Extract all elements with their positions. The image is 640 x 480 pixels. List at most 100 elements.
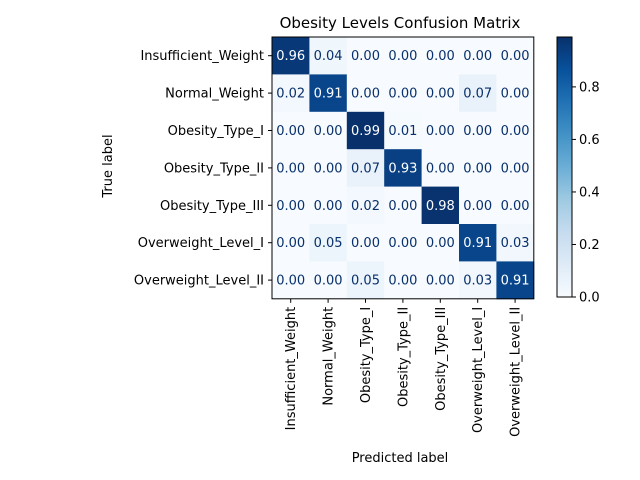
colorbar-tick-label: 0.8 <box>579 80 600 95</box>
heatmap-cell <box>309 186 348 225</box>
heatmap-cell <box>309 224 348 262</box>
cell-value-label: 0.00 <box>388 87 417 102</box>
cell-value-label: 0.00 <box>314 274 343 289</box>
cell-value-label: 0.00 <box>276 199 305 214</box>
cell-value-label: 0.00 <box>351 49 380 64</box>
heatmap-cell <box>459 74 497 113</box>
x-tick-label: Overweight_Level_II <box>509 307 524 437</box>
x-tick-label: Obesity_Type_III <box>434 307 449 411</box>
cell-value-label: 0.02 <box>276 87 305 102</box>
x-tick-label: Overweight_Level_I <box>471 307 486 433</box>
cell-value-label: 0.07 <box>463 87 492 102</box>
heatmap-cell <box>309 37 348 75</box>
heatmap-cell <box>272 149 310 187</box>
cell-value-label: 0.00 <box>463 49 492 64</box>
cell-value-label: 0.99 <box>351 124 380 139</box>
heatmap-cell <box>384 149 422 187</box>
heatmap-cell <box>496 37 535 75</box>
cell-value-label: 0.00 <box>501 161 530 176</box>
x-tick-label: Obesity_Type_II <box>396 307 411 407</box>
heatmap-cell <box>272 74 310 113</box>
heatmap-cells: 0.96 0.04 0.00 0.00 0.00 0.00 0.00 0.02 0.91 0.00… <box>271 36 535 300</box>
cell-value-label: 0.00 <box>463 199 492 214</box>
heatmap-cell <box>272 186 310 225</box>
x-axis-ticks: Insufficient_Weight Normal_Weight Obesity_… <box>284 298 524 437</box>
x-tick-label: Normal_Weight <box>322 307 337 406</box>
heatmap-cell <box>459 37 497 75</box>
cell-value-label: 0.96 <box>276 49 305 64</box>
cell-value-label: 0.00 <box>426 161 455 176</box>
cell-value-label: 0.93 <box>388 161 417 176</box>
heatmap-cell <box>384 74 422 113</box>
cell-value-label: 0.98 <box>426 199 455 214</box>
y-tick-label: Normal_Weight <box>165 87 264 102</box>
heatmap-cell <box>346 224 385 262</box>
heatmap-cell <box>421 111 460 150</box>
heatmap-cell <box>272 111 310 150</box>
heatmap-cell <box>421 37 460 75</box>
heatmap-cell <box>496 224 535 262</box>
cell-value-label: 0.00 <box>501 124 530 139</box>
cell-value-label: 0.00 <box>388 49 417 64</box>
x-tick-label: Insufficient_Weight <box>284 307 299 431</box>
y-tick-label: Insufficient_Weight <box>140 49 264 64</box>
y-tick-label: Overweight_Level_II <box>134 274 264 289</box>
y-axis-label: True label <box>101 134 116 198</box>
y-tick-label: Obesity_Type_I <box>168 124 264 139</box>
colorbar-tick-label: 0.4 <box>579 185 600 200</box>
heatmap-cell <box>272 37 310 75</box>
cell-value-label: 0.00 <box>388 236 417 251</box>
cell-value-label: 0.00 <box>276 274 305 289</box>
cell-value-label: 0.04 <box>314 49 343 64</box>
y-axis-ticks: Insufficient_Weight Normal_Weight Obesity_… <box>134 49 272 289</box>
heatmap-cell <box>496 186 535 225</box>
heatmap-cell <box>384 37 422 75</box>
heatmap-cell <box>459 261 497 300</box>
heatmap-cell <box>496 149 535 187</box>
heatmap-cell <box>421 149 460 187</box>
cell-value-label: 0.00 <box>388 274 417 289</box>
heatmap-cell <box>346 37 385 75</box>
heatmap-cell <box>346 111 385 150</box>
heatmap-cell <box>459 224 497 262</box>
cell-value-label: 0.00 <box>314 124 343 139</box>
cell-value-label: 0.01 <box>388 124 417 139</box>
cell-value-label: 0.00 <box>276 161 305 176</box>
heatmap-cell <box>309 149 348 187</box>
heatmap-cell <box>346 186 385 225</box>
cell-value-label: 0.00 <box>276 236 305 251</box>
heatmap-cell <box>496 74 535 113</box>
cell-value-label: 0.03 <box>463 274 492 289</box>
heatmap-cell <box>459 186 497 225</box>
cell-value-label: 0.00 <box>426 236 455 251</box>
y-tick-label: Overweight_Level_I <box>138 236 264 251</box>
cell-value-label: 0.91 <box>501 274 530 289</box>
cell-value-label: 0.91 <box>463 236 492 251</box>
cell-value-label: 0.00 <box>501 199 530 214</box>
heatmap-cell <box>346 261 385 300</box>
cell-value-label: 0.00 <box>426 87 455 102</box>
heatmap-cell <box>421 224 460 262</box>
heatmap-cell <box>384 186 422 225</box>
cell-value-label: 0.00 <box>501 87 530 102</box>
cell-value-label: 0.03 <box>501 236 530 251</box>
heatmap-cell <box>309 74 348 113</box>
colorbar: 0.0 0.2 0.4 0.6 0.8 <box>556 36 600 306</box>
x-axis-label: Predicted label <box>352 451 449 466</box>
heatmap-cell <box>309 111 348 150</box>
cell-value-label: 0.00 <box>426 274 455 289</box>
cell-value-label: 0.00 <box>351 87 380 102</box>
heatmap-cell <box>421 261 460 300</box>
heatmap-cell <box>496 261 535 300</box>
cell-value-label: 0.00 <box>314 199 343 214</box>
cell-value-label: 0.00 <box>501 49 530 64</box>
cell-value-label: 0.00 <box>314 161 343 176</box>
heatmap-cell <box>346 149 385 187</box>
y-tick-label: Obesity_Type_III <box>160 199 264 214</box>
heatmap-cell <box>459 149 497 187</box>
heatmap-cell <box>309 261 348 300</box>
chart-title: Obesity Levels Confusion Matrix <box>280 14 521 32</box>
cell-value-label: 0.07 <box>351 161 380 176</box>
y-tick-label: Obesity_Type_II <box>164 161 264 176</box>
